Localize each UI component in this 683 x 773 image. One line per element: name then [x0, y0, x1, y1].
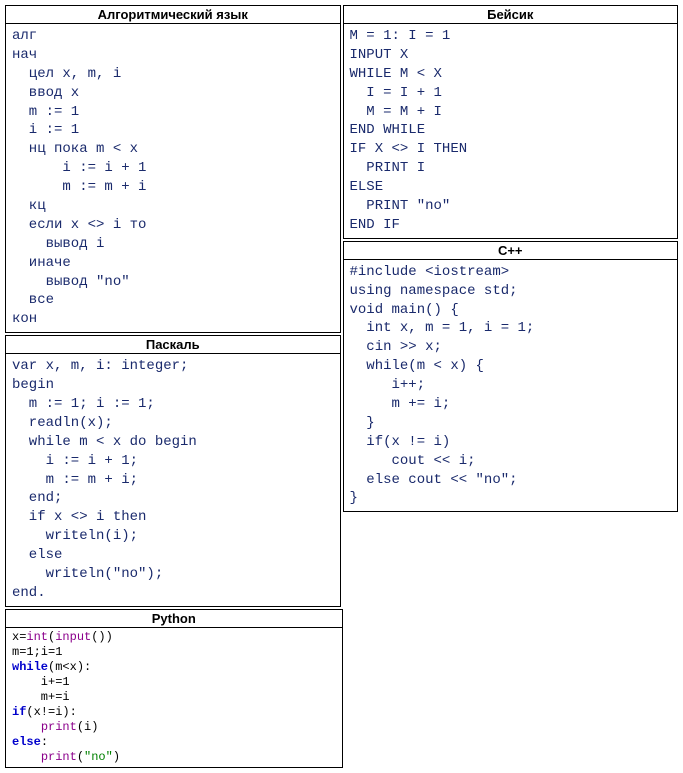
- pascal-code: var x, m, i: integer; begin m := 1; i :=…: [6, 354, 340, 606]
- python-token: input: [55, 630, 91, 644]
- python-token: m+=i: [12, 690, 70, 704]
- python-token: ;i=: [34, 645, 56, 659]
- python-token: i+=: [12, 675, 62, 689]
- pascal-header: Паскаль: [6, 336, 340, 354]
- python-token: 1: [26, 645, 33, 659]
- python-code: x=int(input()) m=1;i=1 while(m<x): i+=1 …: [6, 628, 342, 767]
- python-token: [12, 720, 41, 734]
- basic-code: M = 1: I = 1 INPUT X WHILE M < X I = I +…: [344, 24, 678, 238]
- python-token: print: [41, 750, 77, 764]
- python-token: int: [26, 630, 48, 644]
- python-token: ()): [91, 630, 113, 644]
- python-token: [12, 750, 41, 764]
- left-column: Алгоритмический язык алг нач цел x, m, i…: [4, 4, 342, 608]
- python-token: if: [12, 705, 26, 719]
- algo-code: алг нач цел x, m, i ввод x m := 1 i := 1…: [6, 24, 340, 332]
- python-panel: Python x=int(input()) m=1;i=1 while(m<x)…: [5, 609, 343, 768]
- python-token: x=: [12, 630, 26, 644]
- python-token: (i): [77, 720, 99, 734]
- python-token: else: [12, 735, 41, 749]
- python-token: 1: [55, 645, 62, 659]
- algo-header: Алгоритмический язык: [6, 6, 340, 24]
- python-token: 1: [62, 675, 69, 689]
- python-token: ): [113, 750, 120, 764]
- python-token: "no": [84, 750, 113, 764]
- python-token: (: [77, 750, 84, 764]
- code-comparison-grid: Алгоритмический язык алг нач цел x, m, i…: [4, 4, 679, 608]
- algo-panel: Алгоритмический язык алг нач цел x, m, i…: [5, 5, 341, 333]
- python-token: (x!=i):: [26, 705, 76, 719]
- python-token: :: [41, 735, 48, 749]
- python-token: while: [12, 660, 48, 674]
- basic-panel: Бейсик M = 1: I = 1 INPUT X WHILE M < X …: [343, 5, 679, 239]
- cpp-header: С++: [344, 242, 678, 260]
- cpp-panel: С++ #include <iostream> using namespace …: [343, 241, 679, 513]
- python-token: m=: [12, 645, 26, 659]
- right-column: Бейсик M = 1: I = 1 INPUT X WHILE M < X …: [342, 4, 680, 608]
- python-header: Python: [6, 610, 342, 628]
- python-token: print: [41, 720, 77, 734]
- python-token: (m<x):: [48, 660, 91, 674]
- pascal-panel: Паскаль var x, m, i: integer; begin m :=…: [5, 335, 341, 607]
- cpp-code: #include <iostream> using namespace std;…: [344, 260, 678, 512]
- basic-header: Бейсик: [344, 6, 678, 24]
